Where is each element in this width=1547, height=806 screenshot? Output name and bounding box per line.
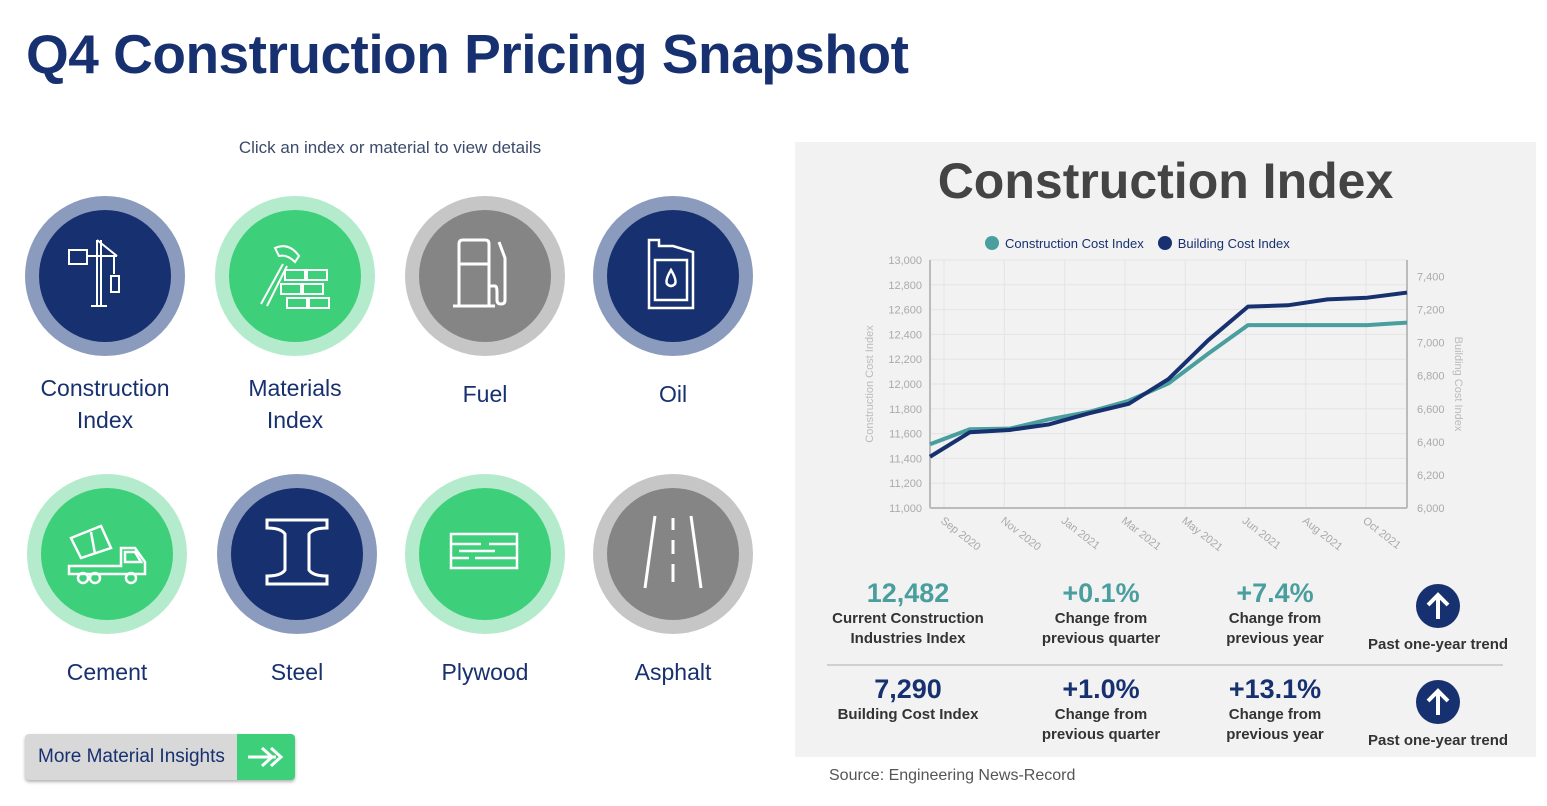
tile-materials[interactable]: Materials Index: [210, 196, 380, 436]
arrow-up-icon: [1416, 680, 1460, 724]
y-left-tick-label: 11,000: [889, 503, 922, 515]
tile-label: Construction Index: [40, 375, 170, 433]
tile-oil[interactable]: Oil: [588, 196, 758, 410]
x-tick-label: Nov 2020: [998, 515, 1042, 553]
tile-label: Oil: [658, 381, 688, 407]
cement-truck-icon: [65, 512, 149, 597]
x-tick-label: Aug 2021: [1300, 515, 1345, 553]
y-right-tick-label: 6,000: [1417, 503, 1445, 515]
x-tick-label: Jan 2021: [1059, 515, 1102, 552]
y-right-axis-label: Building Cost Index: [1452, 337, 1464, 432]
double-arrow-right-icon: [237, 734, 295, 780]
legend-item-cci[interactable]: Construction Cost Index: [985, 236, 1144, 251]
y-left-tick-label: 13,000: [888, 255, 922, 267]
y-right-tick-label: 6,200: [1417, 470, 1445, 482]
y-left-tick-label: 11,400: [889, 453, 922, 465]
i-beam-icon: [257, 512, 337, 597]
y-left-axis-label: Construction Cost Index: [864, 325, 876, 443]
tile-cement[interactable]: Cement: [22, 474, 192, 688]
line-chart: 11,000 11,200 11,400 11,600 11,800 12,000 12,2…: [864, 255, 1464, 554]
x-tick-label: Sep 2020: [938, 515, 983, 553]
more-button-label: More Material Insights: [38, 746, 225, 767]
instructions-text: Click an index or material to view detai…: [238, 138, 542, 157]
oil-can-icon: [633, 234, 713, 319]
tile-fuel[interactable]: Fuel: [400, 196, 570, 410]
stat-quarter-change: +0.1% Change from previous quarter: [1041, 578, 1161, 647]
stat-year-change: +7.4% Change from previous year: [1226, 578, 1324, 647]
construction-index-panel: Construction Index Construction Cost Ind…: [795, 142, 1536, 757]
stat-value-block: 7,290 Building Cost Index: [837, 674, 979, 723]
y-left-tick-label: 11,800: [889, 404, 922, 416]
stat-quarter-change: +1.0% Change from previous quarter: [1041, 674, 1161, 743]
y-right-tick-label: 6,600: [1417, 404, 1445, 416]
tile-label: Asphalt: [634, 659, 712, 685]
stat-year-change: +13.1% Change from previous year: [1226, 674, 1324, 743]
hammer-bricks-icon: [255, 234, 335, 319]
tile-label: Plywood: [441, 659, 529, 685]
legend-item-bci[interactable]: Building Cost Index: [1157, 236, 1290, 251]
tile-circle[interactable]: [405, 196, 565, 356]
plywood-icon: [445, 512, 525, 597]
y-left-tick-label: 12,200: [888, 354, 922, 366]
stat-trend: Past one-year trend: [1348, 584, 1528, 653]
y-left-tick-label: 12,800: [888, 280, 922, 292]
tile-circle[interactable]: [215, 196, 375, 356]
tile-circle[interactable]: [405, 474, 565, 634]
more-material-insights-button[interactable]: More Material Insights: [25, 734, 295, 780]
y-left-tick-label: 12,600: [888, 305, 922, 317]
crane-icon: [65, 234, 145, 319]
tile-label: Fuel: [462, 381, 508, 407]
y-left-tick-label: 12,400: [888, 329, 922, 341]
y-right-tick-label: 7,000: [1417, 338, 1445, 350]
tile-circle[interactable]: [217, 474, 377, 634]
chart-legend: Construction Cost Index Building Cost In…: [985, 236, 1290, 251]
arrow-up-icon: [1416, 584, 1460, 628]
y-left-tick-label: 12,000: [888, 379, 922, 391]
y-right-tick-label: 7,200: [1417, 305, 1445, 317]
fuel-pump-icon: [445, 234, 525, 319]
tile-circle[interactable]: [25, 196, 185, 356]
stat-value-block: 12,482 Current Construction Industries Ind…: [832, 578, 984, 647]
y-right-tick-label: 7,400: [1417, 272, 1445, 284]
panel-title: Construction Index: [937, 153, 1394, 209]
x-tick-label: Oct 2021: [1360, 515, 1403, 552]
source-text: Source: Engineering News-Record: [829, 767, 1076, 784]
tile-steel[interactable]: Steel: [212, 474, 382, 688]
stats-divider: [827, 664, 1503, 666]
x-tick-label: May 2021: [1179, 515, 1224, 554]
page-title: Q4 Construction Pricing Snapshot: [26, 23, 909, 85]
y-right-tick-label: 6,800: [1417, 371, 1445, 383]
tile-label: Cement: [66, 659, 148, 685]
tile-asphalt[interactable]: Asphalt: [588, 474, 758, 688]
y-left-tick-label: 11,200: [889, 478, 922, 490]
tile-circle[interactable]: [593, 474, 753, 634]
tile-construction[interactable]: Construction Index: [20, 196, 190, 436]
tile-plywood[interactable]: Plywood: [400, 474, 570, 688]
tile-label: Materials Index: [248, 375, 342, 433]
y-left-tick-label: 11,600: [889, 429, 922, 441]
tile-label: Steel: [270, 659, 324, 685]
x-tick-label: Mar 2021: [1119, 515, 1163, 553]
stat-trend: Past one-year trend: [1348, 680, 1528, 749]
road-icon: [633, 512, 713, 597]
tile-circle[interactable]: [27, 474, 187, 634]
y-right-tick-label: 6,400: [1417, 437, 1445, 449]
x-tick-label: Jun 2021: [1240, 515, 1283, 552]
tile-circle[interactable]: [593, 196, 753, 356]
